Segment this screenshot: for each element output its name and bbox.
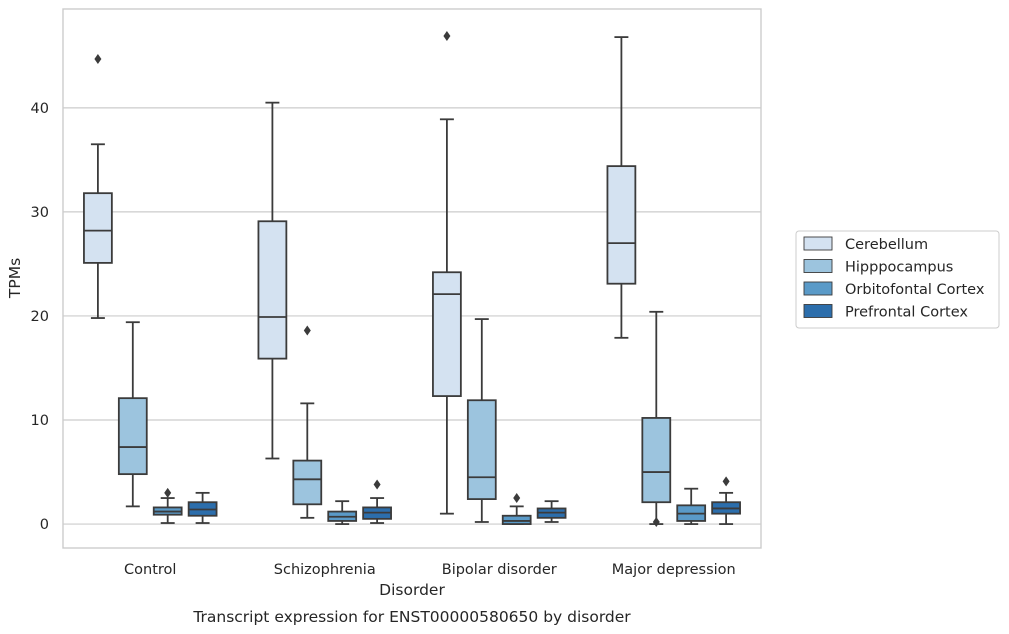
outlier-point	[94, 53, 102, 64]
legend-label: Orbitofontal Cortex	[845, 282, 985, 298]
outlier-point	[373, 479, 381, 490]
box-hipppocampus-1	[292, 325, 323, 519]
chart-caption: Transcript expression for ENST0000058065…	[192, 608, 631, 626]
y-tick-label: 0	[40, 517, 49, 533]
x-tick-labels: Control Schizophrenia Bipolar disorder Majo…	[124, 562, 736, 578]
legend-swatch	[803, 236, 833, 251]
legend-swatch	[803, 304, 833, 318]
legend-frame	[795, 230, 1000, 329]
box-prefrontal-cortex-0	[187, 491, 218, 524]
box-body	[257, 220, 288, 360]
box-orbitofontal-cortex-1	[327, 500, 358, 525]
legend-swatch	[803, 259, 833, 273]
box-cerebellum-1	[257, 101, 288, 460]
outlier-point	[652, 516, 660, 527]
y-tick-label: 30	[31, 205, 49, 221]
box-cerebellum-0	[83, 53, 113, 319]
x-tick-label: Major depression	[612, 562, 736, 578]
legend-label: Hipppocampus	[845, 260, 953, 276]
box-body	[117, 397, 148, 476]
legend-label: Cerebellum	[845, 237, 928, 253]
box-series	[83, 31, 741, 527]
box-orbitofontal-cortex-0	[152, 487, 183, 524]
legend-swatch	[803, 281, 833, 296]
x-tick-label: Bipolar disorder	[442, 562, 557, 578]
box-prefrontal-cortex-3	[711, 476, 741, 525]
y-tick-label: 20	[31, 309, 49, 325]
outlier-point	[303, 325, 311, 336]
x-axis-label: Disorder	[379, 581, 445, 599]
outlier-point	[164, 487, 172, 498]
x-tick-label: Control	[124, 562, 176, 578]
box-body	[432, 271, 462, 397]
box-prefrontal-cortex-1	[362, 479, 392, 524]
legend: Cerebellum Hipppocampus Orbitofontal Corte…	[795, 230, 1000, 329]
box-body	[83, 192, 113, 264]
box-hipppocampus-0	[117, 321, 148, 508]
box-body	[292, 459, 323, 506]
x-tick-label: Schizophrenia	[274, 562, 376, 578]
box-body	[641, 417, 672, 504]
box-orbitofontal-cortex-2	[501, 493, 532, 525]
box-cerebellum-3	[606, 36, 637, 339]
box-body	[501, 514, 532, 525]
y-tick-label: 40	[31, 101, 49, 117]
box-body	[606, 165, 637, 285]
box-cerebellum-2	[432, 31, 462, 515]
box-orbitofontal-cortex-3	[676, 487, 707, 525]
legend-label: Prefrontal Cortex	[845, 305, 968, 321]
outlier-point	[443, 31, 451, 42]
y-axis-label: TPMs	[6, 258, 24, 299]
box-hipppocampus-2	[466, 318, 497, 523]
box-prefrontal-cortex-2	[536, 500, 567, 523]
box-hipppocampus-3	[641, 310, 672, 527]
y-tick-label: 10	[31, 413, 49, 429]
outlier-point	[513, 493, 521, 504]
y-tick-labels: 0 10 20 30 40	[31, 101, 49, 533]
box-body	[466, 399, 497, 500]
outlier-point	[722, 476, 730, 487]
